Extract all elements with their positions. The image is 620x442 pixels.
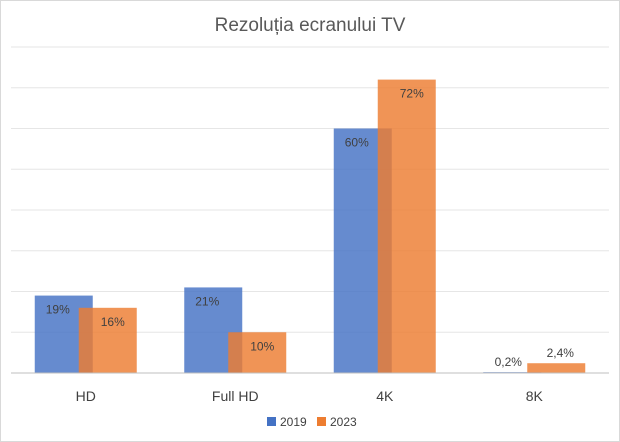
data-label: 19% <box>46 303 70 317</box>
legend: 2019 2023 <box>267 415 357 429</box>
legend-label: 2019 <box>280 415 307 429</box>
category-label: 4K <box>376 388 394 404</box>
bar-2023-full-hd <box>228 332 287 373</box>
data-label: 2,4% <box>547 346 575 360</box>
legend-swatch <box>267 417 276 426</box>
category-label: Full HD <box>212 388 259 404</box>
data-label: 72% <box>400 87 424 101</box>
legend-swatch <box>317 417 326 426</box>
category-labels-group: HD Full HD 4K 8K <box>76 388 544 404</box>
data-label: 0,2% <box>495 355 523 369</box>
category-label: HD <box>76 388 96 404</box>
data-labels-group: 19% 16% 21% 10% 60% 72% 0,2% 2,4% <box>46 87 575 370</box>
bars-group <box>34 79 586 373</box>
data-label: 16% <box>101 315 125 329</box>
data-label: 21% <box>195 294 219 308</box>
category-label: 8K <box>526 388 544 404</box>
data-label: 60% <box>345 136 369 150</box>
gridlines <box>11 46 609 333</box>
bar-2023-4k <box>377 79 436 373</box>
bar-2023-hd <box>78 307 137 373</box>
data-label: 10% <box>250 339 274 353</box>
legend-label: 2023 <box>330 415 357 429</box>
chart-title: Rezoluția ecranului TV <box>215 15 406 36</box>
bar-2023-8k <box>527 363 586 373</box>
